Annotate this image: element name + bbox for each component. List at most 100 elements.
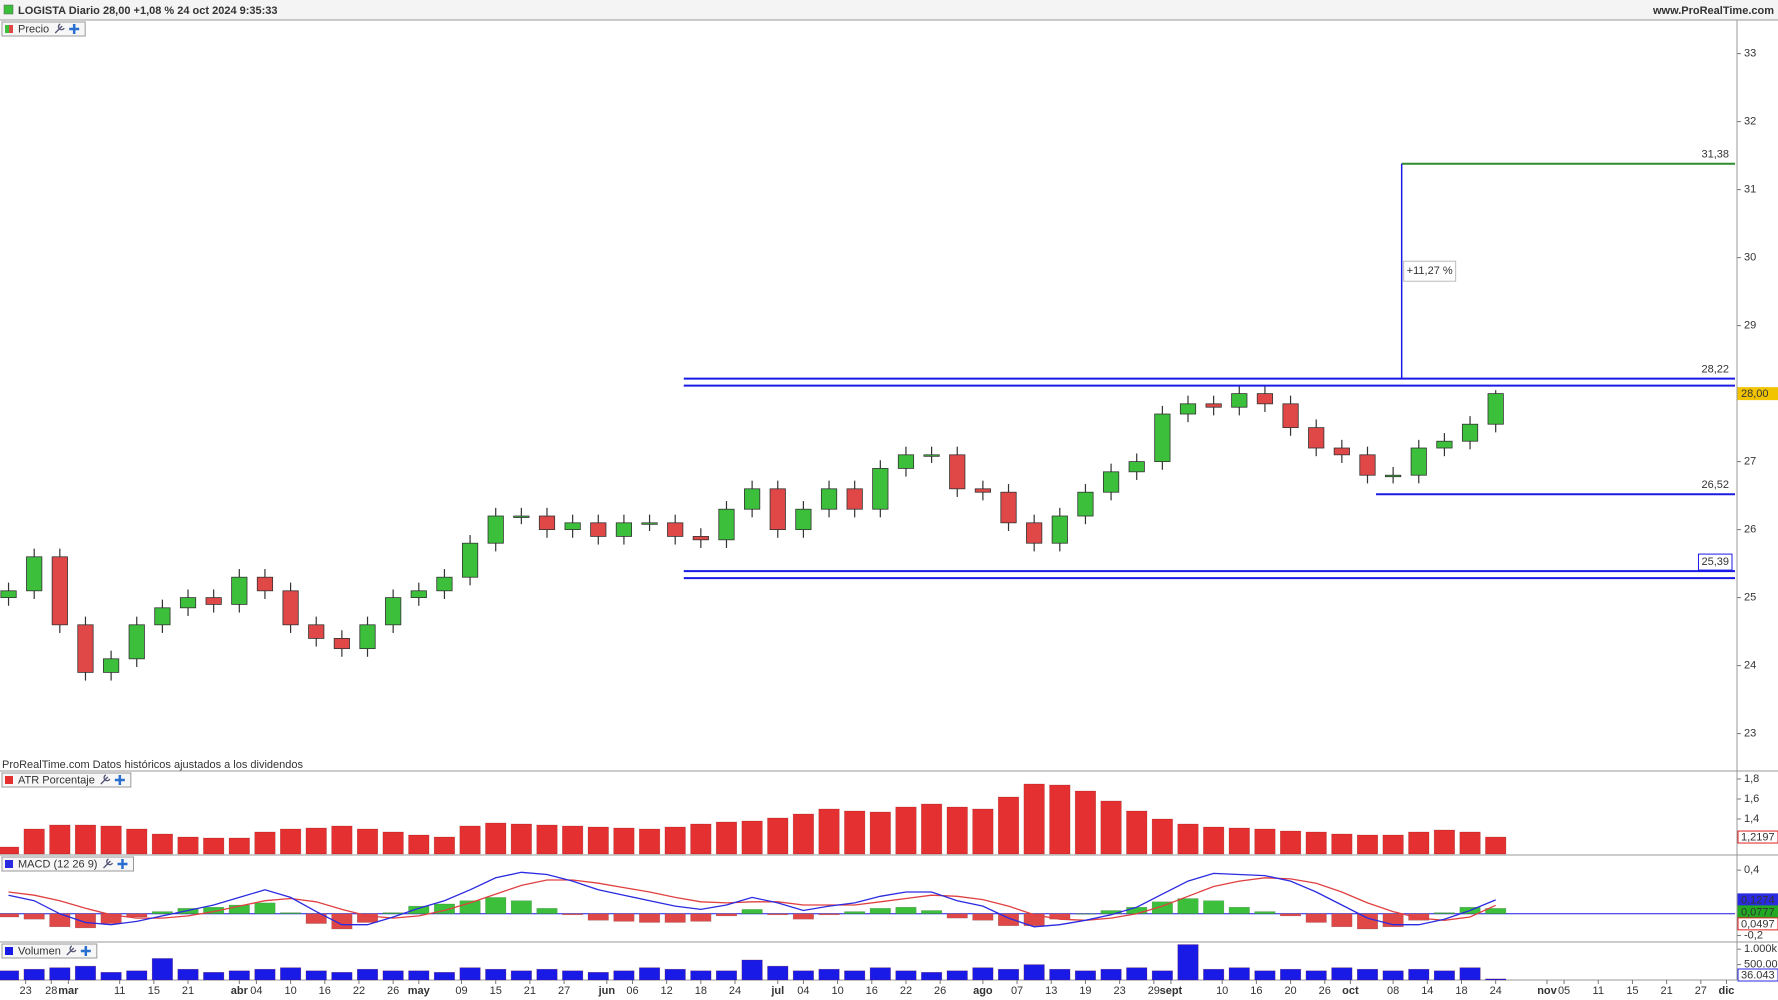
panel-title-box[interactable] [1, 21, 86, 37]
x-tick-label: 16 [866, 985, 878, 997]
y-tick-label: 500.000 [1744, 958, 1778, 970]
histogram-bar [1228, 906, 1250, 915]
bar [741, 820, 763, 855]
candle-body [1436, 440, 1453, 449]
histogram-bar [1280, 913, 1302, 917]
histogram-bar [792, 913, 814, 920]
candle-body [1102, 471, 1120, 493]
bar [1305, 831, 1327, 855]
bar [1254, 828, 1276, 855]
bar [254, 831, 276, 855]
bar [536, 824, 558, 855]
bar [946, 970, 968, 981]
bar [997, 796, 1020, 855]
bar [1305, 970, 1327, 981]
bar [100, 825, 122, 855]
bar [408, 970, 430, 981]
candle-body [718, 508, 735, 541]
histogram-bar [562, 913, 584, 916]
bar [818, 808, 840, 855]
panel-title-box[interactable] [1, 772, 132, 788]
panel-title-box[interactable] [1, 856, 134, 872]
bar [1049, 784, 1071, 855]
x-tick-label: 18 [1455, 985, 1467, 997]
x-tick-label: 24 [1490, 985, 1502, 997]
x-tick-label: 10 [831, 985, 843, 997]
add-icon[interactable] [114, 775, 125, 785]
x-tick-label: dic [1719, 985, 1735, 997]
bar [921, 971, 943, 981]
candle-body [1461, 423, 1479, 442]
legend-swatch [5, 947, 13, 955]
bar [562, 970, 584, 981]
bar [408, 834, 430, 855]
candle-body [282, 590, 299, 626]
bar [536, 968, 558, 981]
bar [844, 810, 866, 855]
bar [0, 970, 20, 981]
add-icon[interactable] [80, 946, 91, 956]
x-tick-label: nov [1537, 985, 1557, 997]
bar [49, 824, 71, 855]
settings-icon[interactable] [54, 23, 65, 34]
candle-body [1308, 427, 1325, 449]
bar [1126, 967, 1148, 981]
x-tick-label: 12 [661, 985, 673, 997]
histogram-bar [305, 913, 327, 924]
histogram-bar [510, 900, 532, 915]
candle-body [692, 536, 709, 541]
bar [844, 970, 866, 981]
y-tick-label: 1.000k [1744, 943, 1778, 955]
x-tick-label: 15 [148, 985, 160, 997]
candle-body [179, 597, 197, 609]
x-tick-label: 16 [1250, 985, 1262, 997]
histogram-bar [869, 908, 891, 915]
bar [895, 970, 917, 981]
candle-body [538, 515, 556, 531]
bar [74, 965, 97, 981]
y-tick-label: 29 [1744, 320, 1756, 332]
bar [613, 970, 635, 981]
x-tick-label: sept [1160, 985, 1183, 997]
bar [587, 971, 609, 981]
x-tick-label: 20 [1284, 985, 1296, 997]
value-tag [1737, 830, 1778, 844]
bar [664, 968, 686, 981]
candle-body [359, 624, 376, 650]
bar [305, 970, 327, 981]
histogram-bar [1305, 913, 1327, 923]
histogram-bar [485, 897, 507, 915]
x-tick-label: 15 [490, 985, 502, 997]
header-title: LOGISTA Diario 28,00 +1,08 % 24 oct 2024… [18, 5, 278, 17]
x-tick-label: 08 [1387, 985, 1399, 997]
candle-body [564, 522, 581, 531]
header-site[interactable]: www.ProRealTime.com [1652, 5, 1774, 17]
histogram-bar [715, 913, 737, 917]
bar [433, 836, 455, 855]
candle-body [923, 454, 940, 457]
settings-icon[interactable] [103, 858, 114, 869]
bar [126, 828, 148, 855]
candle-body [1359, 454, 1376, 476]
add-icon[interactable] [69, 24, 80, 34]
bar [1331, 833, 1353, 855]
panel-title-box[interactable] [1, 943, 98, 959]
x-tick-label: 10 [284, 985, 296, 997]
histogram-bar [1254, 911, 1276, 915]
histogram-bar [664, 913, 686, 923]
candle-body [128, 624, 145, 660]
histogram-bar [228, 904, 250, 915]
settings-icon[interactable] [100, 774, 111, 785]
panel-title: Volumen [18, 945, 61, 957]
candle-body [949, 454, 966, 490]
add-icon[interactable] [117, 859, 128, 869]
header-icon [3, 4, 14, 15]
histogram-bar [357, 913, 379, 923]
y-tick-label: 33 [1744, 48, 1756, 60]
bar [587, 826, 609, 855]
histogram-bar [818, 913, 840, 916]
settings-icon[interactable] [66, 945, 77, 956]
histogram-bar [126, 913, 148, 918]
x-tick-label: 27 [558, 985, 570, 997]
candle-body [1077, 491, 1094, 517]
